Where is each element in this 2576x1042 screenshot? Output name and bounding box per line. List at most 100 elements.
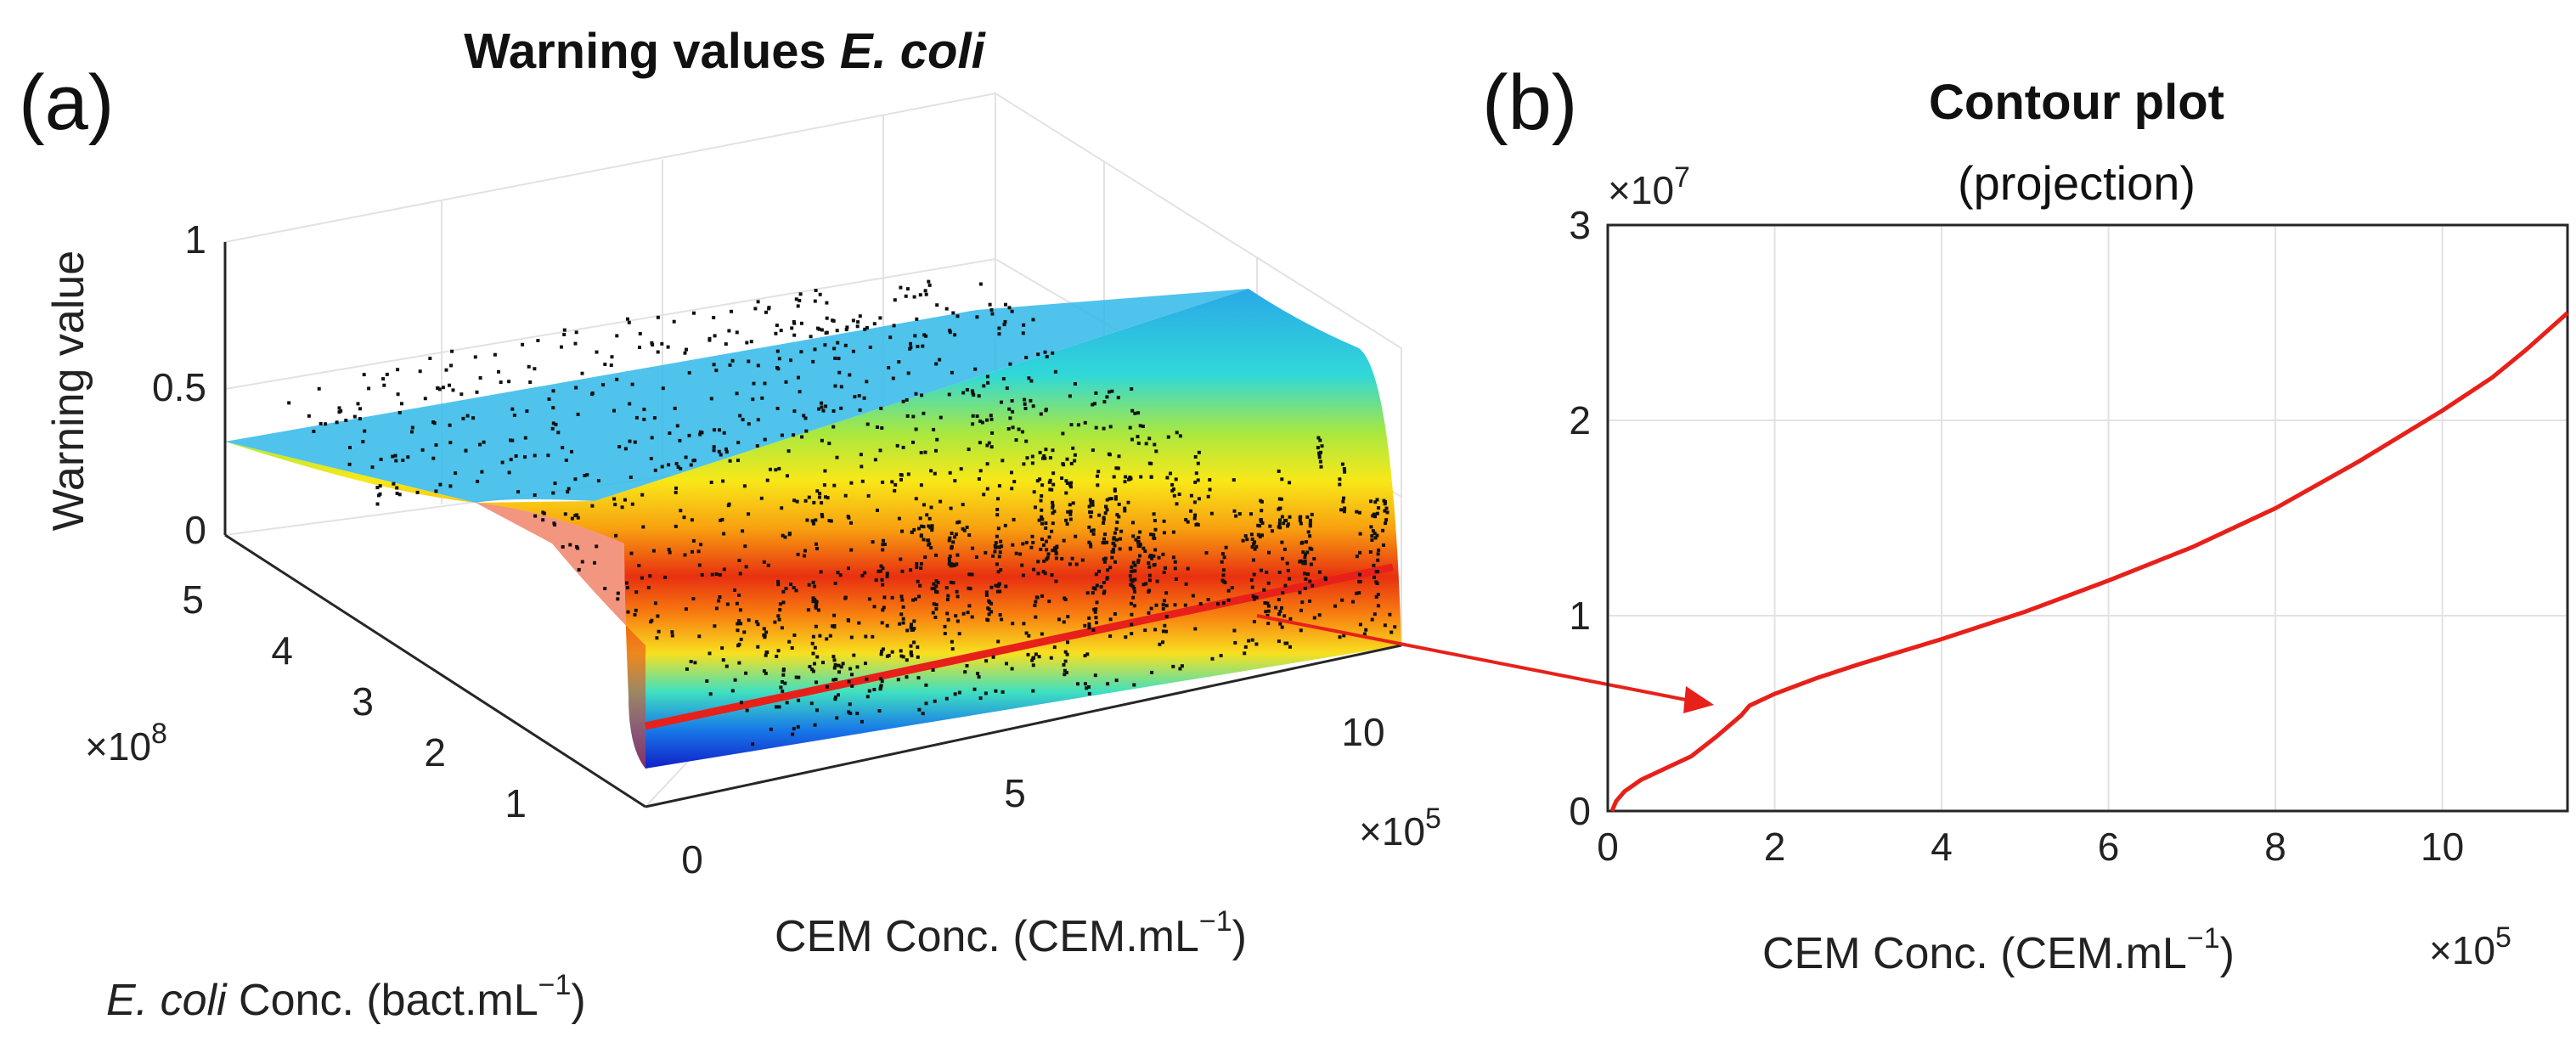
measurement-point — [857, 394, 861, 397]
measurement-point — [995, 508, 1000, 511]
projection-arrow — [1256, 614, 1714, 713]
measurement-point — [927, 516, 932, 521]
measurement-point — [1005, 386, 1009, 391]
measurement-point — [1034, 652, 1038, 656]
measurement-point — [932, 582, 936, 586]
measurement-point — [1130, 622, 1134, 627]
measurement-point — [1266, 622, 1271, 626]
measurement-point — [1153, 519, 1157, 522]
measurement-point — [1342, 496, 1345, 500]
measurement-point — [963, 670, 967, 674]
measurement-point — [641, 525, 645, 529]
measurement-point — [1037, 655, 1041, 659]
measurement-point — [831, 409, 836, 413]
measurement-point — [1383, 502, 1387, 506]
measurement-point — [724, 342, 728, 346]
panel-b-title: Contour plot — [1929, 75, 2224, 130]
measurement-point — [651, 343, 655, 346]
measurement-point — [679, 509, 683, 513]
measurement-point — [999, 568, 1003, 572]
measurement-point — [833, 581, 837, 585]
measurement-point — [792, 321, 797, 325]
b-y-tick: 3 — [1569, 203, 1591, 247]
measurement-point — [792, 409, 797, 414]
measurement-point — [1113, 531, 1117, 535]
measurement-point — [970, 572, 974, 577]
measurement-point — [1278, 506, 1282, 510]
measurement-point — [735, 330, 739, 335]
measurement-point — [507, 470, 511, 475]
measurement-point — [510, 438, 515, 442]
measurement-point — [1162, 599, 1166, 603]
measurement-point — [1286, 522, 1290, 527]
measurement-point — [1208, 478, 1212, 482]
measurement-point — [781, 667, 786, 671]
measurement-point — [847, 515, 851, 520]
measurement-point — [1319, 465, 1323, 469]
measurement-point — [1104, 504, 1108, 509]
measurement-point — [929, 469, 933, 473]
measurement-point — [818, 495, 821, 499]
measurement-point — [790, 326, 794, 330]
measurement-point — [974, 555, 978, 559]
measurement-point — [995, 534, 999, 538]
measurement-point — [714, 606, 719, 611]
y-axis-line — [224, 533, 646, 808]
measurement-point — [792, 727, 796, 731]
measurement-point — [1014, 551, 1018, 555]
measurement-point — [878, 316, 882, 320]
measurement-point — [891, 376, 895, 380]
measurement-point — [865, 380, 869, 384]
measurement-point — [968, 587, 972, 591]
measurement-point — [318, 421, 323, 425]
measurement-point — [1117, 454, 1121, 459]
measurement-point — [1027, 634, 1031, 638]
b-x-tick: 4 — [1931, 825, 1953, 869]
measurement-point — [1094, 607, 1098, 611]
b-x-axis-label: CEM Conc. (CEM.mL−1) — [1762, 922, 2235, 978]
measurement-point — [1085, 686, 1089, 690]
measurement-point — [781, 533, 785, 538]
measurement-point — [904, 294, 908, 298]
measurement-point — [977, 675, 981, 679]
measurement-point — [1010, 399, 1014, 403]
measurement-point — [1069, 485, 1073, 489]
measurement-point — [1044, 526, 1048, 530]
measurement-point — [697, 563, 702, 567]
measurement-point — [1232, 509, 1237, 513]
measurement-point — [1021, 430, 1024, 434]
measurement-point — [730, 358, 735, 363]
measurement-point — [1305, 540, 1308, 544]
measurement-point — [1040, 483, 1045, 487]
measurement-point — [1051, 448, 1055, 453]
measurement-point — [1253, 547, 1257, 551]
measurement-point — [533, 453, 537, 458]
measurement-point — [633, 612, 637, 617]
measurement-point — [1318, 459, 1322, 464]
measurement-point — [473, 355, 477, 359]
panel-a-axes — [223, 242, 1402, 808]
measurement-point — [617, 445, 622, 448]
measurement-point — [831, 425, 836, 429]
measurement-point — [1038, 477, 1042, 482]
measurement-point — [898, 622, 902, 626]
measurement-point — [1034, 595, 1039, 600]
measurement-point — [1243, 651, 1247, 656]
measurement-point — [905, 287, 910, 291]
measurement-point — [996, 545, 1001, 549]
measurement-point — [1266, 609, 1271, 613]
measurement-point — [475, 390, 479, 394]
measurement-point — [798, 298, 802, 302]
measurement-point — [1113, 544, 1117, 548]
measurement-point — [947, 557, 951, 561]
measurement-point — [670, 634, 674, 638]
measurement-point — [533, 493, 537, 497]
measurement-point — [797, 675, 801, 679]
measurement-point — [1136, 435, 1140, 439]
measurement-point — [1011, 409, 1015, 414]
measurement-point — [1039, 547, 1043, 551]
measurement-point — [858, 314, 862, 318]
measurement-point — [493, 352, 497, 357]
measurement-point — [1108, 634, 1113, 639]
measurement-point — [919, 451, 923, 454]
